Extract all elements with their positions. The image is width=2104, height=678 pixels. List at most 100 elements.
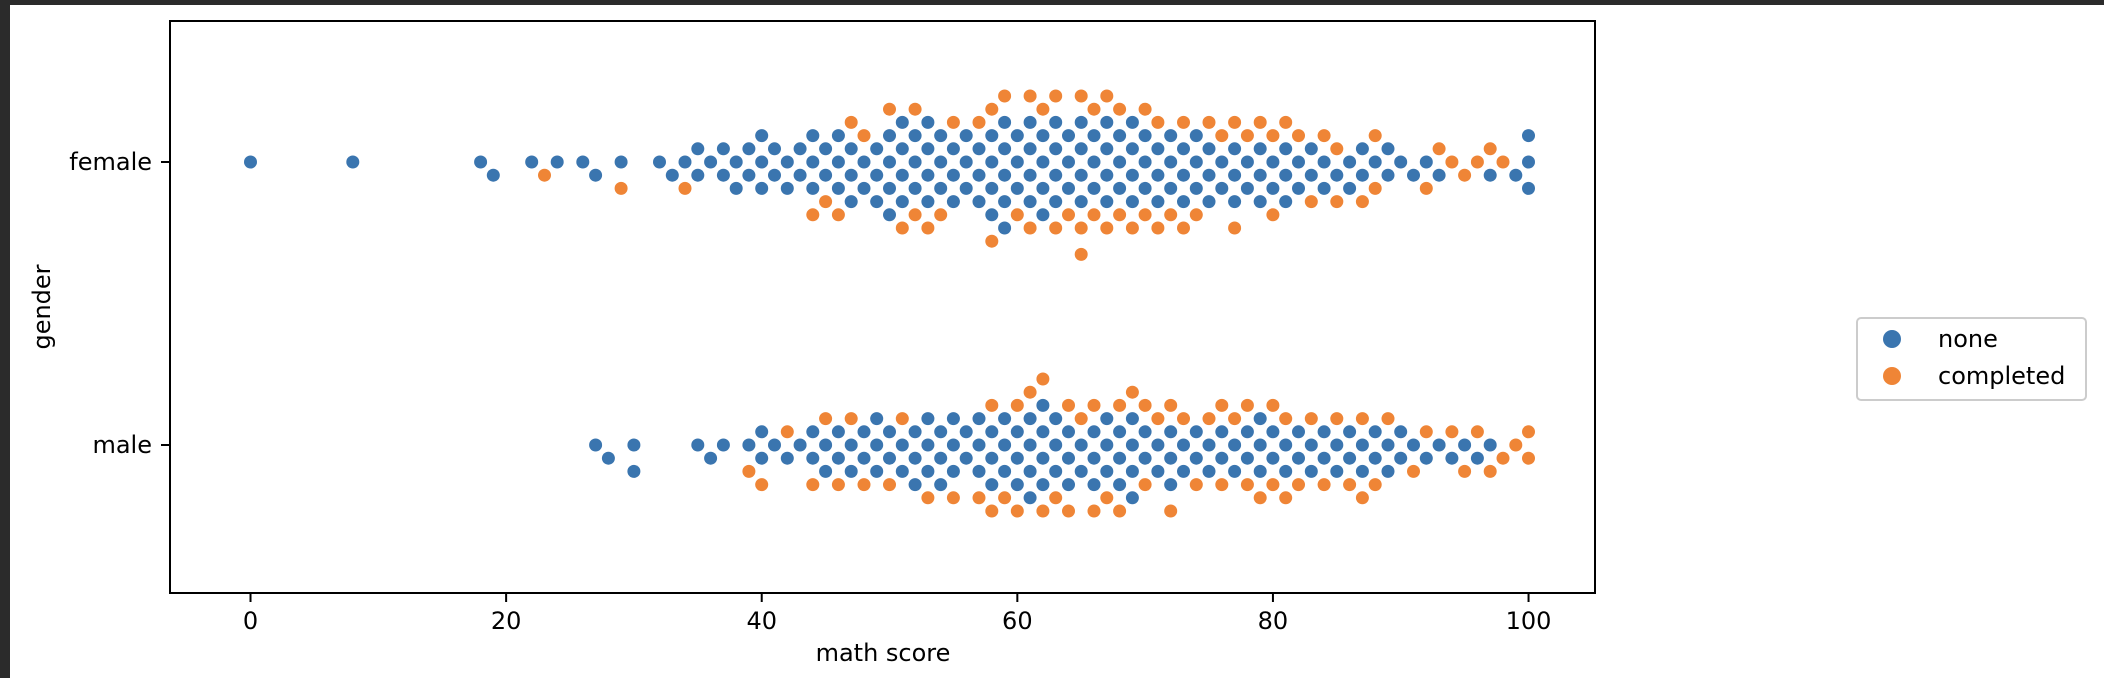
data-point-male-completed (1330, 412, 1344, 426)
data-point-female-none (1074, 168, 1088, 182)
data-point-male-none (1100, 438, 1114, 452)
data-point-female-completed (1266, 208, 1280, 222)
data-point-female-none (972, 168, 986, 182)
data-point-male-none (1343, 451, 1357, 465)
data-point-male-completed (844, 412, 858, 426)
data-point-female-none (806, 155, 820, 169)
data-point-male-none (1125, 438, 1139, 452)
data-point-male-none (1330, 464, 1344, 478)
data-point-female-none (1164, 129, 1178, 143)
data-point-female-none (1253, 168, 1267, 182)
data-point-female-none (1164, 181, 1178, 195)
data-point-female-completed (1368, 129, 1382, 143)
data-point-male-none (806, 425, 820, 439)
data-point-female-none (1355, 142, 1369, 156)
data-point-female-completed (1036, 102, 1050, 116)
x-tick-label: 20 (491, 607, 522, 635)
data-point-female-completed (1138, 208, 1152, 222)
data-point-male-none (1113, 425, 1127, 439)
legend-label-completed: completed (1938, 362, 2065, 390)
data-point-female-none (244, 155, 257, 169)
data-point-female-none (1483, 168, 1497, 182)
data-point-male-none (716, 438, 730, 452)
data-point-female-none (1049, 195, 1063, 209)
data-point-female-none (1343, 155, 1357, 169)
data-point-male-none (1087, 425, 1101, 439)
data-point-female-none (1023, 115, 1037, 129)
data-point-male-none (1189, 425, 1203, 439)
data-point-male-none (1177, 464, 1190, 478)
data-point-female-none (806, 181, 820, 195)
data-point-female-completed (1445, 155, 1459, 169)
data-point-female-completed (972, 115, 986, 129)
data-point-male-completed (1215, 478, 1229, 492)
data-point-female-none (1202, 195, 1216, 209)
data-point-male-completed (1189, 478, 1203, 492)
data-point-female-completed (1483, 142, 1497, 156)
data-point-female-completed (895, 221, 909, 235)
data-point-female-none (691, 142, 705, 156)
data-point-female-none (934, 181, 948, 195)
data-point-female-none (883, 208, 896, 222)
data-point-male-none (1317, 425, 1331, 439)
data-point-male-none (1023, 464, 1037, 478)
data-point-male-none (1279, 438, 1293, 452)
data-point-male-none (883, 451, 896, 465)
data-point-male-none (844, 438, 858, 452)
data-point-female-completed (921, 221, 935, 235)
data-point-male-completed (972, 491, 986, 505)
data-point-male-completed (1266, 478, 1280, 492)
data-point-female-none (1087, 129, 1101, 143)
data-point-female-none (883, 181, 896, 195)
data-point-female-none (883, 155, 896, 169)
data-point-male-none (1177, 438, 1190, 452)
data-point-female-completed (908, 102, 922, 116)
data-point-female-none (1202, 168, 1216, 182)
data-point-male-completed (831, 478, 845, 492)
data-point-female-none (1215, 155, 1229, 169)
data-point-male-completed (1138, 398, 1152, 412)
data-point-male-none (1036, 478, 1050, 492)
data-point-female-none (1100, 195, 1114, 209)
data-point-female-none (1292, 155, 1305, 169)
data-point-male-none (908, 478, 922, 492)
data-point-male-completed (780, 425, 794, 439)
data-point-female-none (895, 142, 909, 156)
data-point-male-none (1036, 451, 1050, 465)
data-point-female-none (1113, 155, 1127, 169)
data-point-male-none (1010, 478, 1024, 492)
data-point-female-completed (1496, 155, 1510, 169)
x-tick-label: 100 (1506, 607, 1552, 635)
data-point-male-completed (895, 412, 909, 426)
data-point-female-none (1087, 155, 1101, 169)
data-point-male-none (934, 451, 948, 465)
data-point-male-completed (1317, 478, 1331, 492)
data-point-male-none (1394, 425, 1408, 439)
data-point-female-completed (934, 208, 948, 222)
data-point-female-none (1279, 142, 1293, 156)
data-point-female-none (895, 168, 909, 182)
data-point-female-completed (985, 102, 999, 116)
data-point-male-none (1445, 451, 1459, 465)
data-point-female-none (691, 168, 705, 182)
data-point-female-none (934, 129, 948, 143)
data-point-female-none (1215, 181, 1229, 195)
data-point-female-none (1253, 195, 1267, 209)
data-point-female-none (1407, 168, 1420, 182)
data-point-female-completed (614, 181, 628, 195)
data-point-male-none (1292, 425, 1305, 439)
x-tick-label: 0 (243, 607, 258, 635)
data-point-female-none (1177, 195, 1190, 209)
data-point-male-none (1023, 412, 1037, 426)
data-point-female-none (1010, 129, 1024, 143)
data-point-female-none (1189, 129, 1203, 143)
data-point-male-none (627, 438, 641, 452)
data-point-male-none (1304, 438, 1318, 452)
data-point-female-none (1023, 168, 1037, 182)
data-point-male-none (895, 464, 909, 478)
data-point-male-none (768, 438, 781, 452)
data-point-female-completed (908, 208, 922, 222)
x-axis-title: math score (816, 639, 951, 667)
data-point-male-none (985, 478, 999, 492)
data-point-female-completed (1228, 115, 1242, 129)
